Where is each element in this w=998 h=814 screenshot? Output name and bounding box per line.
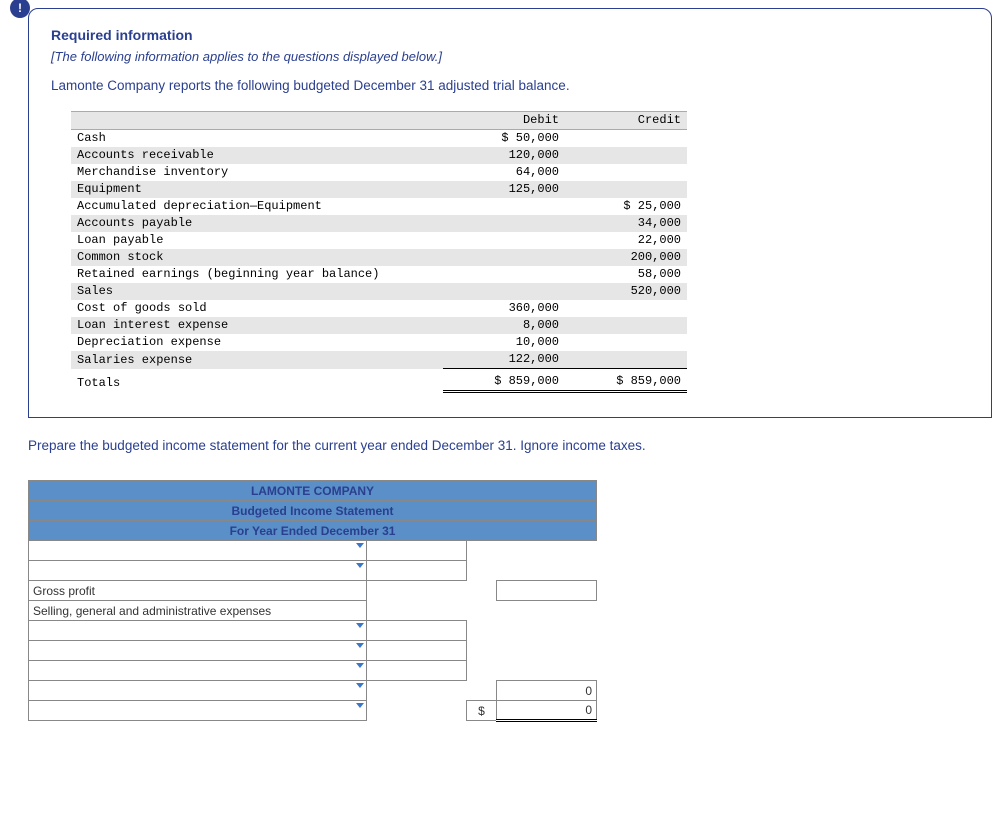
- is-amount-input[interactable]: [367, 541, 467, 561]
- trial-balance-table: Debit Credit Cash$ 50,000 Accounts recei…: [71, 111, 687, 393]
- tb-debit: 10,000: [443, 334, 565, 351]
- tb-acct: Sales: [71, 283, 443, 300]
- context-note: [The following information applies to th…: [51, 49, 969, 64]
- is-title-period: For Year Ended December 31: [29, 521, 597, 541]
- tb-acct: Accumulated depreciation—Equipment: [71, 198, 443, 215]
- tb-totals-debit: $ 859,000: [443, 369, 565, 392]
- tb-acct: Loan payable: [71, 232, 443, 249]
- tb-debit: 64,000: [443, 164, 565, 181]
- required-info-panel: Required information [The following info…: [28, 8, 992, 418]
- info-badge: !: [10, 0, 30, 18]
- col-debit: Debit: [443, 112, 565, 130]
- tb-acct: Merchandise inventory: [71, 164, 443, 181]
- tb-totals-label: Totals: [71, 369, 443, 392]
- tb-debit: [443, 232, 565, 249]
- is-gross-profit-amount[interactable]: [497, 581, 597, 601]
- tb-acct: Depreciation expense: [71, 334, 443, 351]
- required-heading: Required information: [51, 27, 969, 43]
- col-credit: Credit: [565, 112, 687, 130]
- tb-debit: [443, 266, 565, 283]
- tb-credit: [565, 130, 687, 148]
- tb-totals-credit: $ 859,000: [565, 369, 687, 392]
- tb-acct: Salaries expense: [71, 351, 443, 369]
- tb-credit: [565, 334, 687, 351]
- is-expense-select[interactable]: [29, 661, 367, 681]
- tb-credit: 58,000: [565, 266, 687, 283]
- is-line-select[interactable]: [29, 701, 367, 721]
- tb-debit: 360,000: [443, 300, 565, 317]
- tb-credit: $ 25,000: [565, 198, 687, 215]
- tb-credit: 520,000: [565, 283, 687, 300]
- is-sga-label: Selling, general and administrative expe…: [29, 601, 367, 621]
- tb-credit: 200,000: [565, 249, 687, 266]
- is-amount-input[interactable]: [367, 641, 467, 661]
- tb-acct: Common stock: [71, 249, 443, 266]
- is-net-total: 0: [497, 701, 597, 721]
- currency-symbol: $: [467, 701, 497, 721]
- tb-debit: 8,000: [443, 317, 565, 334]
- tb-debit: [443, 249, 565, 266]
- lead-text: Lamonte Company reports the following bu…: [51, 78, 969, 93]
- is-line-select[interactable]: [29, 681, 367, 701]
- tb-acct: Loan interest expense: [71, 317, 443, 334]
- tb-credit: [565, 317, 687, 334]
- tb-credit: [565, 181, 687, 198]
- tb-credit: [565, 164, 687, 181]
- is-expense-select[interactable]: [29, 641, 367, 661]
- is-amount-input[interactable]: [367, 561, 467, 581]
- is-title-statement: Budgeted Income Statement: [29, 501, 597, 521]
- tb-credit: [565, 147, 687, 164]
- tb-debit: 125,000: [443, 181, 565, 198]
- instruction-text: Prepare the budgeted income statement fo…: [28, 438, 646, 453]
- tb-credit: [565, 351, 687, 369]
- income-statement-table: LAMONTE COMPANY Budgeted Income Statemen…: [28, 480, 597, 722]
- tb-debit: $ 50,000: [443, 130, 565, 148]
- tb-debit: [443, 215, 565, 232]
- tb-acct: Equipment: [71, 181, 443, 198]
- tb-acct: Cost of goods sold: [71, 300, 443, 317]
- is-title-company: LAMONTE COMPANY: [29, 481, 597, 501]
- is-amount-input[interactable]: [367, 621, 467, 641]
- tb-debit: 120,000: [443, 147, 565, 164]
- tb-acct: Retained earnings (beginning year balanc…: [71, 266, 443, 283]
- tb-debit: [443, 198, 565, 215]
- tb-credit: [565, 300, 687, 317]
- tb-acct: Accounts receivable: [71, 147, 443, 164]
- tb-debit: [443, 283, 565, 300]
- tb-acct: Cash: [71, 130, 443, 148]
- is-gross-profit-label: Gross profit: [29, 581, 367, 601]
- is-expense-select[interactable]: [29, 621, 367, 641]
- tb-credit: 34,000: [565, 215, 687, 232]
- tb-debit: 122,000: [443, 351, 565, 369]
- tb-acct: Accounts payable: [71, 215, 443, 232]
- is-line-select[interactable]: [29, 561, 367, 581]
- is-line-select[interactable]: [29, 541, 367, 561]
- tb-credit: 22,000: [565, 232, 687, 249]
- is-subtotal: 0: [497, 681, 597, 701]
- is-amount-input[interactable]: [367, 661, 467, 681]
